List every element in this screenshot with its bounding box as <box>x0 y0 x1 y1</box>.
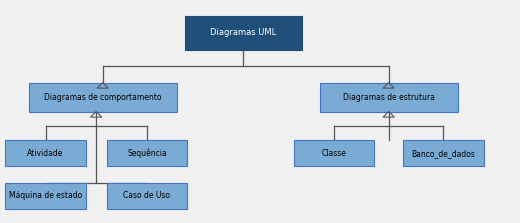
FancyBboxPatch shape <box>403 140 484 166</box>
Text: Diagramas UML: Diagramas UML <box>210 28 276 37</box>
FancyBboxPatch shape <box>185 16 302 50</box>
FancyBboxPatch shape <box>107 140 187 166</box>
Text: Diagramas de comportamento: Diagramas de comportamento <box>44 93 161 101</box>
FancyBboxPatch shape <box>107 183 187 209</box>
FancyBboxPatch shape <box>320 83 458 112</box>
Text: Máquina de estado: Máquina de estado <box>9 191 82 200</box>
Text: Banco_de_dados: Banco_de_dados <box>411 149 475 158</box>
FancyBboxPatch shape <box>294 140 374 166</box>
Text: Atividade: Atividade <box>28 149 63 158</box>
Text: Classe: Classe <box>322 149 346 158</box>
Text: Diagramas de estrutura: Diagramas de estrutura <box>343 93 435 101</box>
Text: Sequência: Sequência <box>127 149 167 158</box>
FancyBboxPatch shape <box>29 83 177 112</box>
Text: Caso de Uso: Caso de Uso <box>123 191 171 200</box>
FancyBboxPatch shape <box>5 183 86 209</box>
FancyBboxPatch shape <box>5 140 86 166</box>
